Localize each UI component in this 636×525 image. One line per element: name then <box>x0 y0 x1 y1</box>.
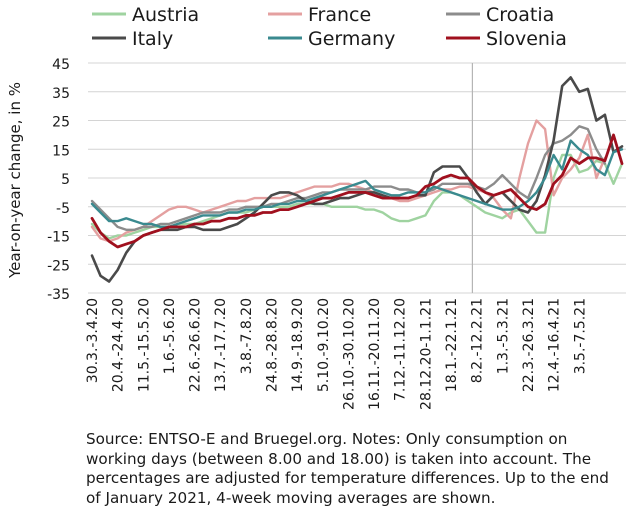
y-tick-label: 35 <box>52 86 70 102</box>
chart-series <box>90 76 624 283</box>
x-tick-label: 14.9.-18.9.20 <box>290 298 306 392</box>
legend-item-croatia: Croatia <box>446 4 554 26</box>
y-axis-ticks: -35 -25 -15 -5 5 15 25 35 45 <box>47 57 70 303</box>
line-chart: Austria France Croatia Italy Germany Slovenia… <box>6 4 626 410</box>
x-tick-label: 18.1.-22.1.21 <box>444 298 460 392</box>
y-tick-label: 15 <box>52 143 70 159</box>
legend-label: Slovenia <box>486 28 567 50</box>
x-tick-label: 3.5.-7.5.21 <box>572 298 588 374</box>
x-tick-label: 7.12.-11.12.20 <box>393 298 409 401</box>
x-tick-label: 13.7.-17.7.20 <box>213 298 229 392</box>
series-line-croatia <box>90 125 607 232</box>
x-tick-label: 16.11.-20.11.20 <box>367 298 383 410</box>
x-tick-label: 12.4.-16.4.21 <box>547 298 563 392</box>
y-tick-label: -25 <box>47 258 70 274</box>
legend-item-germany: Germany <box>268 28 395 50</box>
x-tick-label: 30.3.-3.4.20 <box>85 298 101 383</box>
legend-item-italy: Italy <box>92 28 173 50</box>
x-tick-label: 22.3.-26.3.21 <box>521 298 537 392</box>
legend-item-austria: Austria <box>92 4 199 26</box>
x-tick-label: 3.8.-7.8.20 <box>239 298 255 374</box>
source-note: Source: ENTSO-E and Bruegel.org. Notes: … <box>86 430 609 507</box>
series-line-italy <box>90 76 624 283</box>
y-tick-label: -15 <box>47 230 70 246</box>
series-line-slovenia <box>90 133 624 249</box>
x-tick-label: 24.8.-28.8.20 <box>265 298 281 392</box>
x-tick-label: 8.2.-12.2.21 <box>470 298 486 383</box>
y-tick-label: -35 <box>47 287 70 303</box>
y-tick-label: -5 <box>56 201 70 217</box>
y-axis-label: Year-on-year change, in % <box>6 82 24 279</box>
y-tick-label: 45 <box>52 57 70 73</box>
x-tick-label: 26.10.-30.10.20 <box>341 298 357 410</box>
legend-label: Italy <box>132 28 173 50</box>
x-tick-label: 1.6.-5.6.20 <box>162 298 178 374</box>
legend-item-slovenia: Slovenia <box>446 28 567 50</box>
x-axis-ticks: 30.3.-3.4.20 20.4.-24.4.20 11.5.-15.5.20 1.… <box>85 298 588 410</box>
legend-label: Germany <box>308 28 395 50</box>
legend-label: France <box>308 4 371 26</box>
x-tick-label: 28.12.20-1.1.21 <box>418 298 434 410</box>
chart-legend: Austria France Croatia Italy Germany Slovenia <box>92 4 567 50</box>
x-tick-label: 20.4.-24.4.20 <box>111 298 127 392</box>
legend-label: Austria <box>132 4 199 26</box>
x-tick-label: 1.3.-5.3.21 <box>495 298 511 374</box>
series-line-france <box>90 119 607 243</box>
x-tick-label: 22.6.-26.6.20 <box>188 298 204 392</box>
x-tick-label: 11.5.-15.5.20 <box>136 298 152 392</box>
legend-label: Croatia <box>486 4 554 26</box>
legend-item-france: France <box>268 4 371 26</box>
x-tick-label: 5.10.-9.10.20 <box>316 298 332 392</box>
series-line-germany <box>90 139 624 229</box>
y-tick-label: 5 <box>61 172 70 188</box>
y-tick-label: 25 <box>52 115 70 131</box>
